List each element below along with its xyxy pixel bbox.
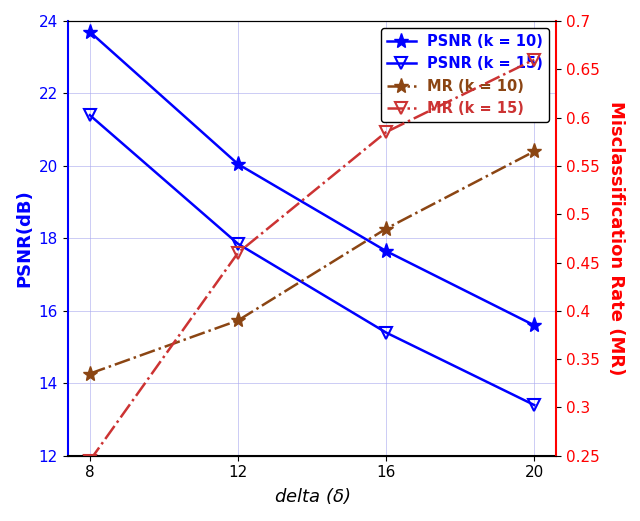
PSNR (k = 10) xyxy=(234,161,242,167)
MR (k = 10) xyxy=(382,226,390,232)
PSNR (k = 15) xyxy=(234,241,242,247)
Line: PSNR (k = 15): PSNR (k = 15) xyxy=(84,109,540,411)
Y-axis label: PSNR(dB): PSNR(dB) xyxy=(15,190,33,287)
Legend: PSNR (k = 10), PSNR (k = 15), MR (k = 10), MR (k = 15): PSNR (k = 10), PSNR (k = 15), MR (k = 10… xyxy=(381,28,549,122)
MR (k = 15) xyxy=(234,250,242,256)
PSNR (k = 10) xyxy=(86,29,93,35)
MR (k = 15) xyxy=(531,56,538,63)
MR (k = 15) xyxy=(86,457,93,464)
MR (k = 10) xyxy=(86,370,93,377)
MR (k = 15) xyxy=(382,129,390,135)
X-axis label: delta ($\delta$): delta ($\delta$) xyxy=(274,486,350,506)
PSNR (k = 15) xyxy=(531,402,538,408)
PSNR (k = 10) xyxy=(382,248,390,254)
Line: PSNR (k = 10): PSNR (k = 10) xyxy=(82,24,542,333)
PSNR (k = 15) xyxy=(86,112,93,118)
PSNR (k = 15) xyxy=(382,329,390,336)
Line: MR (k = 15): MR (k = 15) xyxy=(84,54,540,466)
MR (k = 10) xyxy=(531,148,538,155)
Line: MR (k = 10): MR (k = 10) xyxy=(82,144,542,381)
MR (k = 10) xyxy=(234,317,242,324)
Y-axis label: Misclassification Rate (MR): Misclassification Rate (MR) xyxy=(607,101,625,376)
PSNR (k = 10) xyxy=(531,322,538,328)
